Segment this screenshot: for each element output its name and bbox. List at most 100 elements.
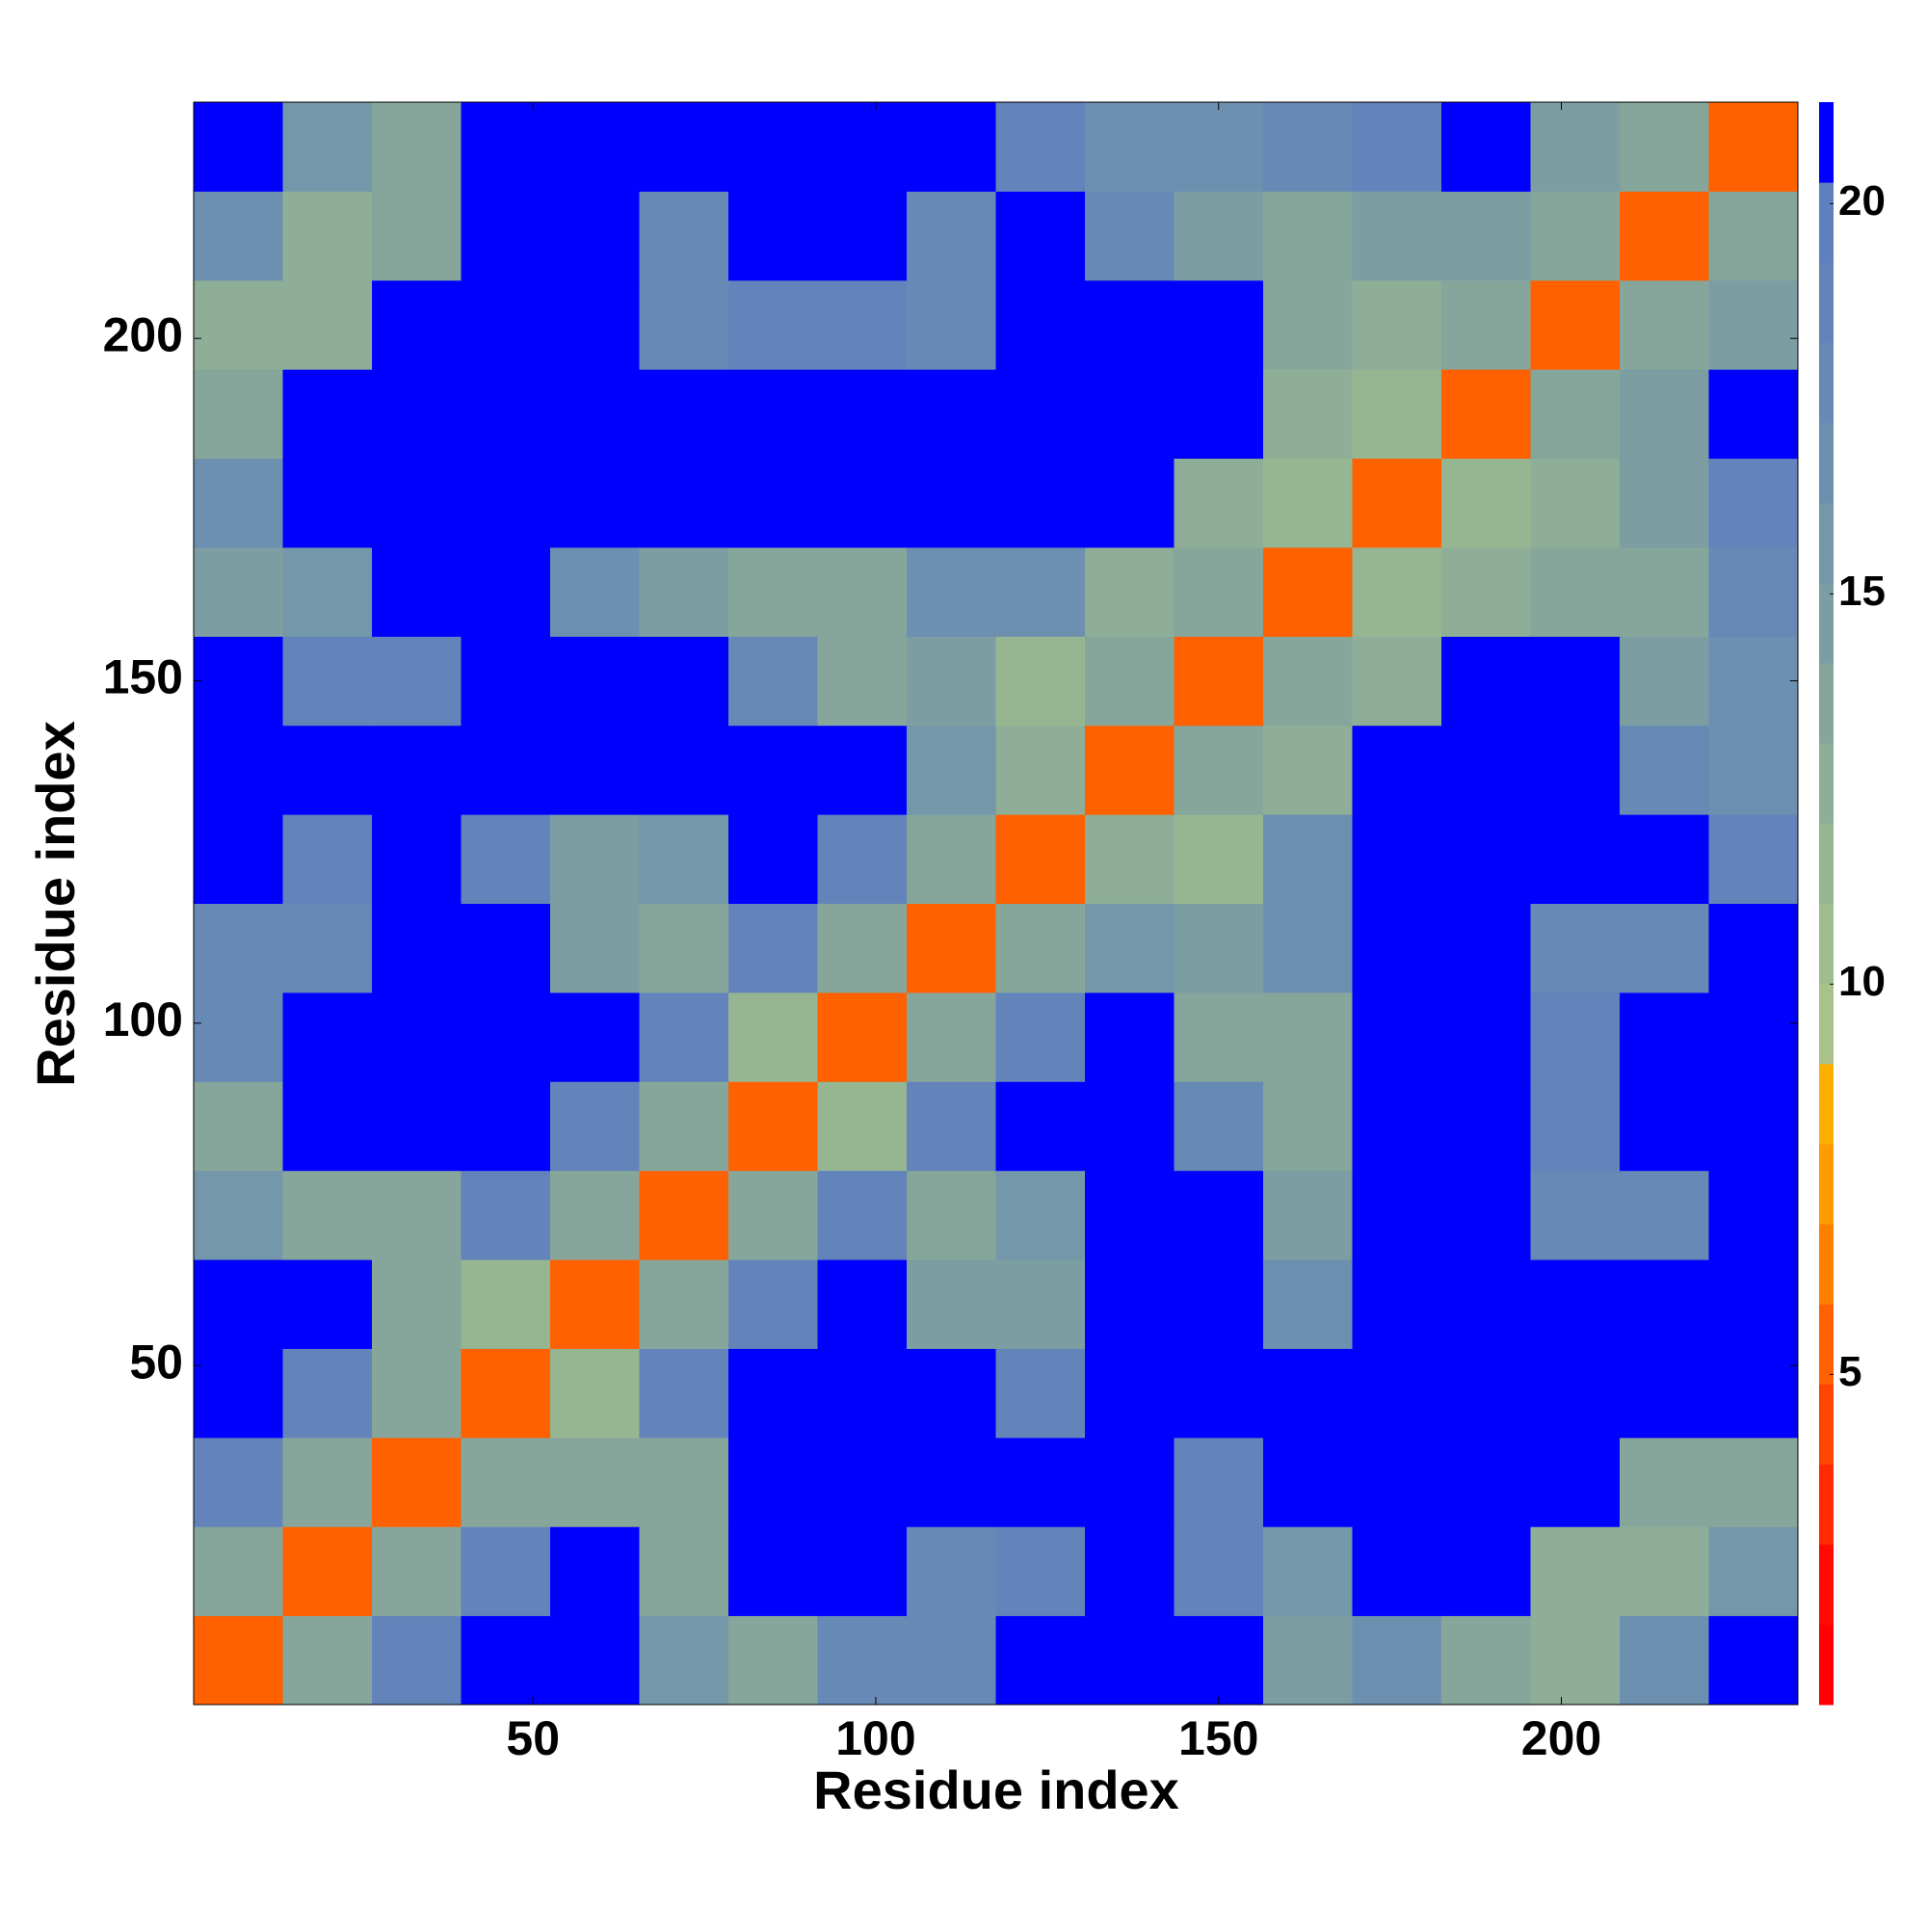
heat-cell: [1708, 1615, 1799, 1706]
heat-cell: [372, 725, 462, 815]
heat-cell: [1085, 725, 1175, 815]
heat-cell: [639, 1348, 729, 1439]
heat-cell: [817, 102, 908, 192]
heat-cell: [1085, 992, 1175, 1082]
heat-cell: [1174, 369, 1264, 460]
heat-cell: [1620, 1348, 1709, 1439]
heat-cell: [639, 1259, 729, 1349]
heat-cell: [1263, 1259, 1353, 1349]
colorbar-step: [1819, 182, 1834, 263]
heat-cell: [817, 636, 908, 727]
heat-cell: [282, 1348, 373, 1439]
heat-cell: [639, 725, 729, 815]
heat-cell: [1085, 102, 1175, 192]
heat-cell: [907, 1437, 996, 1527]
heat-cell: [1708, 725, 1799, 815]
heat-cell: [550, 725, 640, 815]
heat-cell: [907, 1526, 996, 1617]
heat-cell: [1530, 458, 1621, 548]
heat-cell: [282, 725, 373, 815]
heat-cell: [1620, 992, 1709, 1082]
heat-cell: [1530, 992, 1621, 1082]
heat-cell: [1352, 1170, 1442, 1260]
heat-cell: [1620, 279, 1709, 370]
heat-cell: [372, 1615, 462, 1706]
heat-cell: [1174, 814, 1264, 904]
heat-cell: [1441, 458, 1531, 548]
colorbar-step: [1819, 1063, 1834, 1145]
heat-cell: [372, 191, 462, 281]
heat-cell: [282, 992, 373, 1082]
heat-cell: [1620, 369, 1709, 460]
heat-cell: [1441, 636, 1531, 727]
heat-cell: [995, 546, 1086, 637]
heat-cell: [1620, 191, 1709, 281]
y-tick-label: 150: [103, 650, 183, 704]
heat-cell: [550, 1437, 640, 1527]
heat-cell: [907, 814, 996, 904]
heat-cell: [817, 1437, 908, 1527]
heat-cell: [1530, 546, 1621, 637]
heat-cell: [995, 1615, 1086, 1706]
heat-cell: [1441, 546, 1531, 637]
heat-cell: [639, 1081, 729, 1172]
heat-cell: [282, 1615, 373, 1706]
heat-cell: [1620, 1081, 1709, 1172]
heat-cell: [1708, 279, 1799, 370]
heat-cell: [817, 814, 908, 904]
heat-cell: [461, 458, 551, 548]
heat-cell: [995, 1259, 1086, 1349]
x-tick-label: 100: [835, 1711, 915, 1765]
heat-cell: [995, 903, 1086, 993]
heat-cell: [461, 1081, 551, 1172]
colorbar-tick-label: 15: [1838, 568, 1886, 615]
colorbar-step: [1819, 262, 1834, 343]
heat-cell: [1352, 1437, 1442, 1527]
heat-cell: [550, 636, 640, 727]
heat-cell: [1441, 191, 1531, 281]
heat-cell: [282, 814, 373, 904]
heat-cell: [1530, 903, 1621, 993]
heat-cell: [1352, 814, 1442, 904]
colorbar-tick-label: 10: [1838, 958, 1886, 1005]
heat-cell: [907, 1615, 996, 1706]
heat-cell: [1352, 369, 1442, 460]
heat-cell: [282, 458, 373, 548]
heat-cell: [728, 191, 818, 281]
heat-cell: [1530, 636, 1621, 727]
heat-cell: [1530, 191, 1621, 281]
heat-cell: [1263, 636, 1353, 727]
heat-cell: [282, 1170, 373, 1260]
y-tick-label: 50: [129, 1335, 183, 1389]
heat-cell: [1085, 1170, 1175, 1260]
heat-cell: [817, 725, 908, 815]
heat-cell: [1708, 1259, 1799, 1349]
heat-cell: [728, 1526, 818, 1617]
heat-cell: [194, 279, 283, 370]
heat-cell: [550, 1526, 640, 1617]
heat-cell: [461, 814, 551, 904]
heat-cell: [461, 992, 551, 1082]
heat-cell: [995, 369, 1086, 460]
heat-cell: [728, 546, 818, 637]
heat-cell: [1352, 636, 1442, 727]
heat-cell: [194, 725, 283, 815]
heat-cell: [372, 1081, 462, 1172]
heat-cell: [194, 1526, 283, 1617]
heatmap: [194, 102, 1799, 1706]
heat-cell: [1263, 1526, 1353, 1617]
heat-cell: [1530, 1526, 1621, 1617]
heat-cell: [1708, 1348, 1799, 1439]
colorbar-step: [1819, 342, 1834, 424]
heat-cell: [1085, 369, 1175, 460]
heat-cell: [550, 458, 640, 548]
heat-cell: [1352, 1348, 1442, 1439]
heat-cell: [1708, 903, 1799, 993]
heat-cell: [461, 903, 551, 993]
heat-cell: [995, 814, 1086, 904]
heat-cell: [728, 1348, 818, 1439]
heat-cell: [995, 279, 1086, 370]
heat-cell: [639, 369, 729, 460]
heat-cell: [1085, 1615, 1175, 1706]
heat-cell: [1708, 102, 1799, 192]
